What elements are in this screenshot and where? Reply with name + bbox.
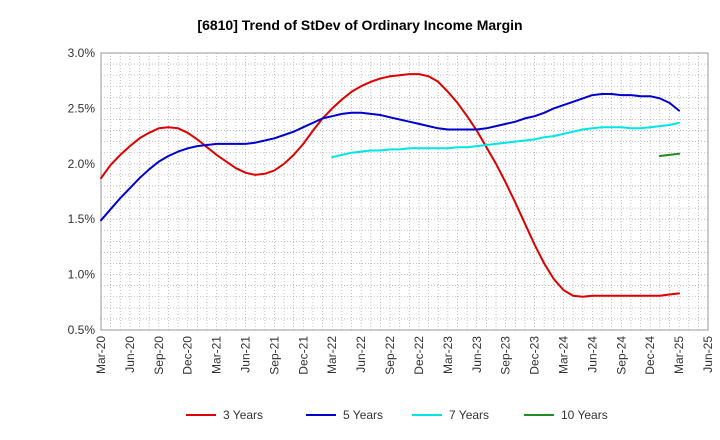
y-tick-label: 1.5% xyxy=(68,212,96,226)
x-tick-label: Sep-24 xyxy=(614,336,628,375)
x-tick-label: Mar-25 xyxy=(672,336,686,374)
x-tick-label: Jun-25 xyxy=(701,336,715,373)
series-line-10-years xyxy=(658,152,681,157)
legend-label-3-years: 3 Years xyxy=(223,408,263,422)
x-tick-label: Dec-20 xyxy=(181,336,195,375)
x-tick-label: Mar-20 xyxy=(94,336,108,374)
x-tick-label: Dec-24 xyxy=(643,336,657,375)
y-tick-label: 3.0% xyxy=(68,46,96,60)
series-line-7-years xyxy=(331,121,681,159)
x-tick-label: Mar-22 xyxy=(325,336,339,374)
y-tick-label: 1.0% xyxy=(68,268,96,282)
series-line-5-years xyxy=(100,93,681,222)
x-tick-label: Jun-23 xyxy=(470,336,484,373)
legend-label-7-years: 7 Years xyxy=(449,408,489,422)
y-tick-label: 0.5% xyxy=(68,323,96,337)
x-tick-labels: Mar-20 Jun-20 Sep-20 Dec-20 Mar-21 Jun-21 Sep-… xyxy=(94,336,715,375)
x-tick-label: Jun-24 xyxy=(585,336,599,373)
legend-label-10-years: 10 Years xyxy=(561,408,608,422)
x-tick-label: Mar-24 xyxy=(556,336,570,374)
chart-title: [6810] Trend of StDev of Ordinary Income… xyxy=(197,17,522,33)
x-tick-label: Dec-23 xyxy=(528,336,542,375)
legend: 3 Years 5 Years 7 Years 10 Years xyxy=(186,408,608,422)
y-tick-labels: 0.5% 1.0% 1.5% 2.0% 2.5% 3.0% xyxy=(68,46,96,337)
x-tick-label: Dec-22 xyxy=(412,336,426,375)
legend-label-5-years: 5 Years xyxy=(343,408,383,422)
x-tick-label: Dec-21 xyxy=(296,336,310,375)
x-tick-label: Sep-23 xyxy=(499,336,513,375)
x-tick-label: Sep-21 xyxy=(267,336,281,375)
y-tick-label: 2.0% xyxy=(68,157,96,171)
x-tick-label: Jun-21 xyxy=(239,336,253,373)
plot-border xyxy=(100,52,709,331)
x-tick-label: Sep-20 xyxy=(152,336,166,375)
x-tick-label: Mar-21 xyxy=(210,336,224,374)
x-tick-label: Jun-20 xyxy=(123,336,137,373)
x-tick-label: Jun-22 xyxy=(354,336,368,373)
series-line-3-years xyxy=(100,73,681,298)
series-lines xyxy=(100,73,681,298)
x-tick-label: Sep-22 xyxy=(383,336,397,375)
x-tick-label: Mar-23 xyxy=(441,336,455,374)
gridlines xyxy=(101,53,708,330)
y-tick-label: 2.5% xyxy=(68,101,96,115)
